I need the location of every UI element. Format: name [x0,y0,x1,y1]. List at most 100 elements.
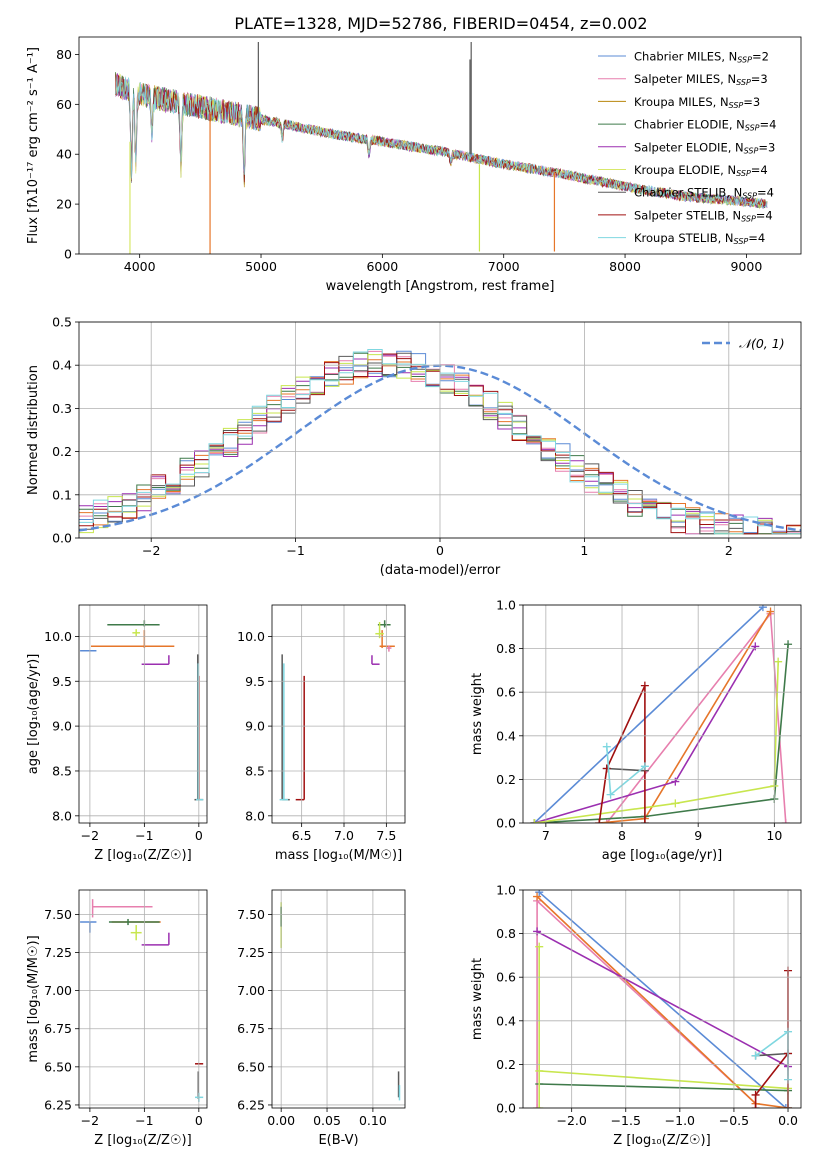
y-tick-label: 6.25 [237,1097,265,1112]
x-tick-label: 10 [766,828,782,843]
y-tick-label: 0 [64,247,72,262]
y-tick-label: 0.2 [52,444,72,459]
x-axis-label: (data-model)/error [380,563,501,578]
x-tick-label: 7 [542,828,550,843]
x-axis-label: age [log₁₀(age/yr)] [602,848,723,863]
y-tick-label: 0.0 [52,531,72,546]
y-tick-label: 0.5 [52,315,72,330]
x-tick-label: −1.5 [611,1113,641,1128]
legend-label: Kroupa ELODIE, NSSP=4 [634,163,768,178]
y-axis-label: mass weight [470,673,485,755]
weight-point-marker [606,790,615,799]
plot-area [115,41,768,254]
weight-point-marker [640,681,649,690]
weight-point-marker [751,1090,760,1099]
weight-point-marker [533,927,542,936]
x-tick-label: 7.5 [376,828,396,843]
y-tick-label: 6.25 [44,1097,72,1112]
x-tick-label: 7000 [488,259,520,274]
axes-frame [78,604,208,824]
weight-series-line [534,661,779,823]
weight-point-marker [595,819,604,823]
y-tick-label: 9.5 [52,674,72,689]
y-axis-label: Flux [fλ10⁻¹⁷ erg cm⁻² s⁻¹ A⁻¹] [26,47,41,244]
x-tick-label: 6.5 [292,828,312,843]
x-tick-label: 8000 [609,259,641,274]
y-tick-label: 0.4 [496,1013,516,1028]
y-tick-label: 0.2 [496,772,516,787]
x-tick-label: 0 [436,543,444,558]
y-tick-label: 1.0 [496,883,516,898]
weight-point-marker [781,1104,790,1108]
spectrum-series-line [115,76,768,209]
x-tick-label: −1 [135,828,153,843]
weight-point-marker [640,762,649,771]
legend-label: Salpeter STELIB, NSSP=4 [634,208,773,223]
x-axis-label: E(B-V) [318,1133,358,1148]
y-tick-label: 7.00 [237,983,265,998]
y-tick-label: 20 [56,197,72,212]
x-tick-label: −2 [142,543,160,558]
residual-histogram [79,349,801,535]
y-axis-label: mass weight [470,958,485,1040]
y-tick-label: 6.75 [237,1021,265,1036]
x-tick-label: −2.0 [556,1113,586,1128]
weight-point-marker [533,1104,542,1108]
weight-point-marker [535,1104,544,1108]
x-tick-label: 7.0 [334,828,354,843]
x-axis-label: mass [log₁₀(M/M☉)] [275,848,402,863]
x-tick-label: 0.05 [313,1113,341,1128]
weight-point-marker [533,892,542,901]
y-tick-label: 1.0 [496,598,516,613]
y-tick-label: 40 [56,147,72,162]
y-tick-label: 9.5 [245,674,265,689]
y-tick-label: 0.3 [52,401,72,416]
x-axis-label: Z [log₁₀(Z/Z☉)] [94,1133,191,1148]
y-tick-label: 7.50 [44,907,72,922]
x-tick-label: 0.10 [359,1113,387,1128]
weight-series-line [536,930,789,1068]
weight-series-line [606,767,645,772]
y-tick-label: 80 [56,47,72,62]
axes-frame [78,889,208,1109]
legend-label: Chabrier ELODIE, NSSP=4 [634,118,776,133]
x-tick-label: −1.0 [665,1113,695,1128]
y-tick-label: 7.25 [44,945,72,960]
x-tick-label: 4000 [124,259,156,274]
x-tick-label: −2 [81,1113,99,1128]
weight-point-marker [781,819,790,823]
y-axis-label: mass [log₁₀(M/M☉)] [26,935,41,1062]
y-tick-label: 7.00 [44,983,72,998]
x-tick-label: −0.5 [719,1113,749,1128]
weight-series-line [755,1052,789,1057]
y-tick-label: 6.50 [44,1059,72,1074]
weight-series-line [538,946,789,1108]
axes-frame [78,36,802,255]
x-tick-label: 2 [725,543,733,558]
y-tick-label: 10.0 [237,629,265,644]
spectrum-legend: Chabrier MILES, NSSP=2 Salpeter MILES, NS… [598,50,776,246]
weight-point-marker [751,642,760,651]
y-tick-label: 9.0 [52,719,72,734]
legend-label: Kroupa STELIB, NSSP=4 [634,231,765,246]
y-tick-label: 0.0 [496,1101,516,1116]
y-tick-label: 0.1 [52,487,72,502]
x-tick-label: 0.0 [778,1113,798,1128]
weight-point-marker [602,819,611,823]
weight-series-line [538,891,787,1108]
weight-series-line [598,685,646,823]
y-tick-label: 60 [56,97,72,112]
y-tick-label: 8.0 [52,808,72,823]
weight-point-marker [535,1066,544,1075]
x-tick-label: 9 [694,828,702,843]
y-axis-label: age [log₁₀(age/yr)] [26,654,41,775]
x-tick-label: 1 [580,543,588,558]
panels: 4000 5000 6000 7000 8000 9000020406080wavelen… [26,36,802,1148]
y-tick-label: 8.5 [245,763,265,778]
panel-z_weight: −2.0 −1.5 −1.0 −0.5 0.0 0.0 0.2 0.4 0.6 0.8 1.0 Z [… [470,883,802,1148]
y-tick-label: 0.4 [52,358,72,373]
x-tick-label: −1 [286,543,304,558]
weight-point-marker [758,605,767,612]
y-tick-label: 0.6 [496,685,516,700]
x-tick-label: −2 [81,828,99,843]
